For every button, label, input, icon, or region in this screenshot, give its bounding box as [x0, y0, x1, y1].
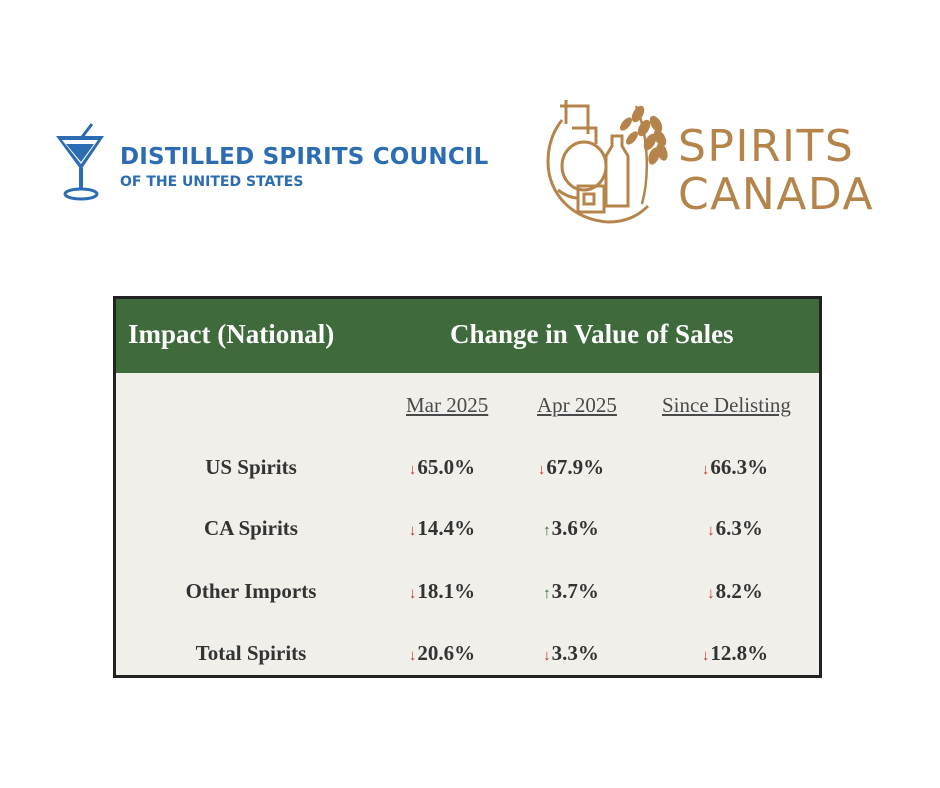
col-apr-2025: Apr 2025	[537, 393, 617, 417]
table-cell: ↓12.8%	[701, 641, 769, 665]
spirits-canada-line2: CANADA	[678, 169, 875, 220]
table-cell: ↓6.3%	[707, 516, 763, 540]
table-cell: ↓8.2%	[707, 579, 763, 603]
table-cell: ↑3.6%	[543, 516, 599, 540]
table-cell: ↓14.4%	[408, 516, 476, 540]
col-mar-2025: Mar 2025	[406, 393, 489, 417]
table-cell: ↓66.3%	[701, 455, 769, 479]
arrow-down-icon: ↓	[408, 523, 417, 539]
arrow-down-icon: ↓	[707, 523, 715, 539]
spirits-canada-logo: SPIRITS CANADA	[538, 94, 888, 234]
row-label-total-spirits: Total Spirits	[195, 641, 307, 665]
table-cell: ↓20.6%	[408, 641, 476, 665]
arrow-down-icon: ↓	[707, 586, 715, 602]
discus-name: DISTILLED SPIRITS COUNCIL	[120, 144, 489, 170]
arrow-down-icon: ↓	[537, 462, 546, 478]
arrow-up-icon: ↑	[543, 586, 551, 602]
still-wheat-emblem-icon	[546, 100, 668, 224]
arrow-up-icon: ↑	[543, 523, 551, 539]
spirits-canada-line1: SPIRITS	[678, 121, 855, 172]
table-header: Impact (National) Change in Value of Sal…	[116, 299, 819, 373]
table-cell: ↑3.7%	[543, 579, 599, 603]
header-change: Change in Value of Sales	[450, 319, 734, 349]
table-cell: ↓65.0%	[408, 455, 476, 479]
martini-glass-icon	[56, 123, 104, 201]
arrow-down-icon: ↓	[408, 586, 417, 602]
table-cell: ↓18.1%	[408, 579, 476, 603]
row-label-other-imports: Other Imports	[185, 579, 317, 603]
discus-subtitle: OF THE UNITED STATES	[120, 174, 304, 190]
arrow-down-icon: ↓	[408, 648, 417, 664]
arrow-down-icon: ↓	[701, 648, 710, 664]
table-cell: ↓3.3%	[543, 641, 599, 665]
arrow-down-icon: ↓	[543, 648, 551, 664]
header-impact: Impact (National)	[128, 319, 335, 349]
discus-logo: DISTILLED SPIRITS COUNCIL OF THE UNITED …	[52, 120, 488, 210]
impact-table: Impact (National) Change in Value of Sal…	[113, 296, 822, 678]
row-label-ca-spirits: CA Spirits	[204, 516, 298, 540]
row-label-us-spirits: US Spirits	[205, 455, 297, 479]
arrow-down-icon: ↓	[701, 462, 710, 478]
table-cell: ↓67.9%	[537, 455, 605, 479]
arrow-down-icon: ↓	[408, 462, 417, 478]
col-since-delisting: Since Delisting	[662, 393, 791, 417]
